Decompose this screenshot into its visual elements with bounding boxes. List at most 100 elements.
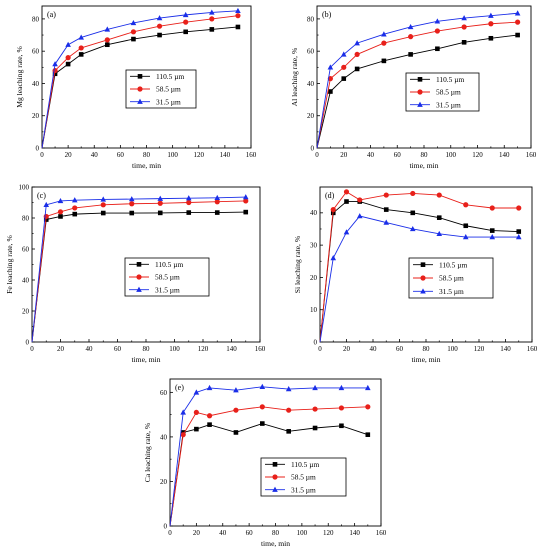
legend-label: 58.5 µm (291, 473, 316, 482)
y-tick-label: 80 (32, 15, 40, 23)
legend-swatch-marker (136, 274, 142, 280)
series-31-5-m-point (206, 384, 213, 391)
y-tick-label: 40 (22, 276, 30, 284)
series-58-5-m-line (316, 21, 518, 149)
x-tick-label: 100 (446, 151, 457, 159)
legend-label: 58.5 µm (436, 88, 461, 97)
series-31-5-m-point (65, 41, 71, 47)
series-58-5-m-point (488, 21, 494, 27)
series-58-5-m-point (338, 405, 345, 411)
series-31-5-m-point (338, 384, 345, 391)
series-110-5-m-point (383, 207, 389, 212)
series-110-5-m-point (328, 89, 333, 94)
legend-swatch-marker (137, 98, 143, 104)
x-tick-label: 0 (168, 529, 172, 537)
legend-label: 58.5 µm (155, 273, 180, 282)
legend-label: 31.5 µm (439, 287, 464, 296)
legend-swatch-marker (136, 286, 142, 292)
series-31-5-m-point (383, 219, 390, 225)
series-31-5-m-point (365, 384, 371, 391)
series-110-5-m-point (214, 210, 220, 215)
y-tick-label: 40 (160, 433, 168, 441)
series-31-5-m-point (214, 194, 221, 201)
series-58-5-m-point (65, 55, 71, 61)
series-31-5-m-point (242, 194, 249, 200)
legend: 110.5 µm 58.5 µm 31.5 µm (408, 257, 494, 299)
series-31-5-m-point (182, 11, 189, 18)
x-tick-label: 140 (349, 529, 360, 537)
legend-swatch-marker (272, 462, 278, 467)
y-tick-label: 20 (32, 112, 40, 120)
series-58-5-m-point (214, 199, 220, 205)
series-110-5-m-point (78, 52, 84, 57)
series-31-5-m-point (327, 64, 334, 70)
series-31-5-m-point (407, 23, 414, 30)
series-58-5-m-point (180, 432, 186, 438)
series-31-5-m-line (319, 215, 519, 343)
y-tick-label: 20 (310, 274, 318, 282)
y-tick-label: 40 (307, 80, 315, 88)
series-31-5-m-point (409, 225, 416, 232)
y-axis-label: Ca leaching rate, % (143, 422, 152, 482)
series-31-5-m-point (259, 383, 266, 389)
x-tick-label: 20 (340, 151, 348, 159)
panel-label: (e) (175, 383, 184, 392)
series-110-5-m-point (129, 210, 135, 216)
series-110-5-m-point (58, 214, 63, 219)
series-110-5-m-point (100, 210, 106, 216)
series-58-5-m-point (410, 190, 416, 197)
legend-swatch-marker (420, 262, 426, 267)
y-tick-label: 0 (311, 144, 315, 152)
series-58-5-m-line (169, 406, 368, 527)
y-tick-label: 40 (310, 209, 318, 217)
x-tick-label: 60 (114, 345, 122, 353)
series-58-5-m-point (330, 207, 336, 213)
series-110-5-m-point (183, 29, 188, 35)
series-31-5-m-line (316, 12, 518, 149)
x-tick-label: 40 (219, 529, 227, 537)
series-58-5-m-point (100, 202, 106, 208)
series-110-5-m-point (463, 223, 469, 229)
y-tick-label: 100 (19, 183, 30, 191)
series-31-5-m-point (340, 51, 347, 57)
x-tick-label: 140 (500, 345, 511, 353)
series-31-5-m (31, 194, 249, 343)
series-110-5-m-point (436, 215, 442, 220)
series-110-5-m-point (312, 425, 318, 431)
series-31-5-m-point (381, 31, 387, 37)
y-axis-label: Al leaching rate, % (290, 47, 299, 106)
y-tick-label: 60 (22, 245, 30, 253)
y-tick-label: 20 (307, 112, 315, 120)
x-tick-label: 140 (226, 345, 237, 353)
series-58-5-m-point (286, 407, 292, 413)
panel-label: (c) (37, 191, 46, 200)
legend-label: 58.5 µm (439, 274, 464, 283)
y-tick-label: 0 (164, 522, 168, 530)
series-58-5-m-point (434, 28, 440, 34)
series-31-5-m-point (434, 18, 441, 24)
legend-swatch-marker (417, 89, 423, 95)
series-110-5-m-point (408, 52, 413, 57)
x-axis-label: time, min (132, 161, 161, 170)
series-31-5-m-point (209, 9, 215, 15)
y-tick-label: 40 (32, 80, 40, 88)
series-110-5-m (316, 32, 520, 149)
x-tick-label: 100 (447, 345, 458, 353)
legend-swatch-marker (420, 288, 426, 294)
y-tick-label: 0 (36, 144, 40, 152)
x-tick-label: 140 (220, 151, 231, 159)
x-tick-label: 0 (30, 345, 34, 353)
y-tick-label: 60 (307, 48, 315, 56)
series-58-5-m (169, 404, 371, 527)
series-110-5-m-point (516, 229, 522, 234)
series-58-5-m-point (209, 16, 215, 22)
series-58-5-m-line (41, 15, 238, 149)
series-58-5-m-point (381, 40, 387, 46)
series-58-5-m-point (489, 205, 495, 211)
plot-frame (169, 378, 382, 527)
series-31-5-m (316, 10, 521, 149)
y-axis-label: Fe leaching rate, % (5, 235, 14, 294)
x-tick-label: 0 (40, 151, 44, 159)
series-110-5-m-point (365, 432, 371, 437)
x-tick-label: 80 (272, 529, 280, 537)
